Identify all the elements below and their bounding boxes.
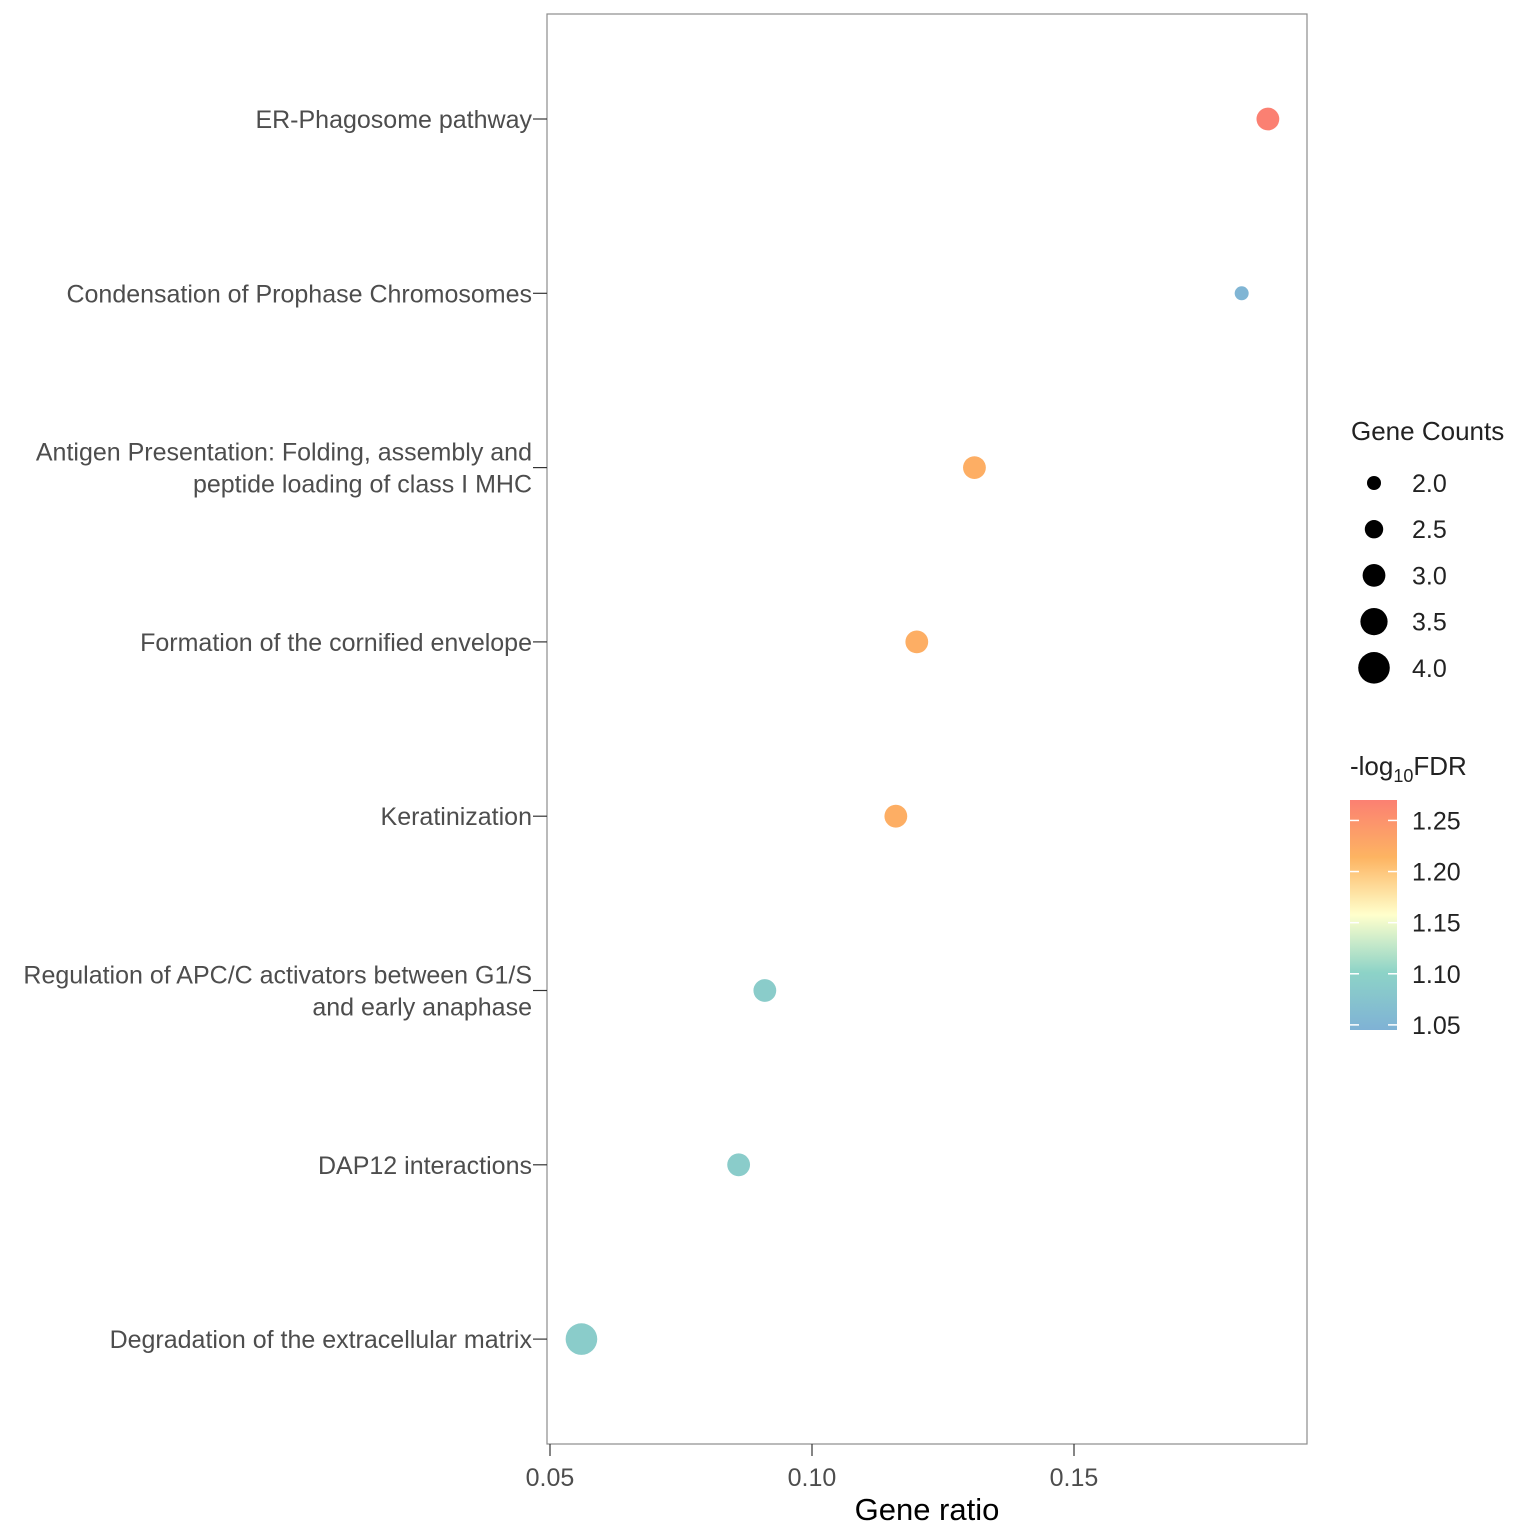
x-tick-label: 0.05 (526, 1464, 575, 1492)
size-legend-label: 4.0 (1412, 655, 1447, 683)
y-tick-label: Condensation of Prophase Chromosomes (66, 280, 532, 308)
size-legend-label: 2.0 (1412, 470, 1447, 498)
color-legend-title: -log10FDR (1350, 751, 1467, 786)
size-legend-label: 2.5 (1412, 516, 1447, 544)
size-legend: Gene Counts 2.0 2.5 3.0 3.5 4.0 (1351, 416, 1504, 684)
color-legend-label: 1.20 (1412, 859, 1461, 887)
data-point (963, 456, 986, 479)
color-legend-label: 1.05 (1412, 1012, 1461, 1040)
y-tick-label: ER-Phagosome pathway (255, 106, 532, 134)
y-tick-label: peptide loading of class I MHC (193, 471, 532, 499)
size-legend-key (1364, 520, 1384, 539)
size-legend-key (1358, 652, 1390, 684)
size-legend-key (1360, 608, 1388, 636)
x-tick-label: 0.10 (788, 1464, 837, 1492)
data-point (884, 804, 908, 828)
data-point (1256, 107, 1280, 131)
x-axis-title: Gene ratio (855, 1492, 1000, 1527)
data-point (565, 1323, 598, 1355)
y-axis: ER-Phagosome pathway Condensation of Prop… (23, 106, 547, 1354)
plot-panel (546, 13, 1308, 1445)
data-point (905, 630, 929, 654)
size-legend-key (1362, 564, 1386, 587)
size-legend-label: 3.0 (1412, 562, 1447, 590)
data-point (753, 979, 777, 1002)
color-legend: -log10FDR 1.05 1.10 1.15 1.20 1.25 (1350, 751, 1467, 1040)
data-point (727, 1153, 751, 1177)
color-bar (1350, 800, 1397, 1030)
data-points (565, 107, 1280, 1355)
y-tick-label: Antigen Presentation: Folding, assembly … (36, 439, 532, 467)
x-tick-label: 0.15 (1050, 1464, 1099, 1492)
x-axis: 0.05 0.10 0.15 (526, 1444, 1099, 1492)
color-legend-label: 1.15 (1412, 910, 1461, 938)
color-legend-label: 1.10 (1412, 961, 1461, 989)
y-tick-label: Formation of the cornified envelope (140, 629, 532, 657)
y-tick-label: Degradation of the extracellular matrix (110, 1326, 533, 1354)
data-point (1234, 286, 1249, 301)
color-legend-label: 1.25 (1412, 807, 1461, 835)
y-tick-label: Keratinization (381, 803, 532, 831)
size-legend-key (1367, 476, 1381, 490)
y-tick-label: Regulation of APC/C activators between G… (23, 962, 532, 990)
size-legend-title: Gene Counts (1351, 416, 1504, 446)
size-legend-label: 3.5 (1412, 609, 1447, 637)
y-tick-label: DAP12 interactions (318, 1152, 532, 1180)
y-tick-label: and early anaphase (312, 994, 532, 1022)
